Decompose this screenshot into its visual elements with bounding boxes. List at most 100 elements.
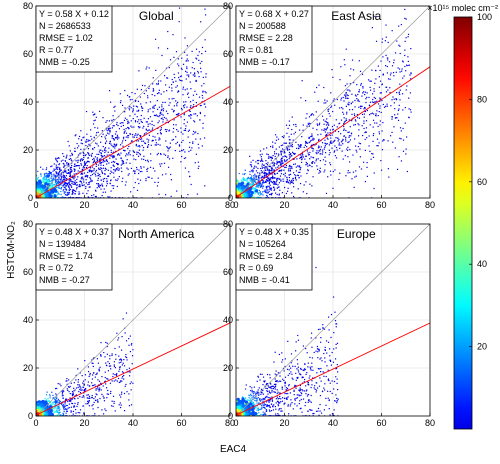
data-point [290, 181, 292, 183]
data-point [132, 109, 134, 111]
data-point [56, 160, 58, 162]
data-point [91, 194, 93, 197]
data-point [91, 173, 94, 176]
data-point [297, 174, 299, 176]
data-point [274, 142, 276, 144]
data-point [137, 100, 140, 102]
data-point [288, 136, 290, 138]
data-point [399, 71, 401, 73]
data-point [379, 105, 381, 107]
data-point [132, 117, 134, 120]
data-point [262, 180, 264, 182]
data-point [147, 145, 149, 147]
data-point [292, 182, 294, 185]
data-point [371, 101, 374, 103]
data-point [141, 110, 143, 112]
data-point [402, 61, 404, 63]
data-point [170, 173, 172, 176]
data-point [108, 154, 110, 156]
data-point [74, 168, 76, 170]
data-point [308, 137, 311, 139]
data-point [288, 158, 290, 160]
data-point [284, 160, 286, 162]
data-point [96, 187, 98, 189]
data-point [86, 133, 88, 135]
data-point [113, 144, 116, 146]
data-point [43, 177, 46, 179]
data-point [125, 181, 127, 183]
data-point [72, 183, 74, 185]
data-point [128, 127, 130, 130]
data-point [272, 180, 275, 182]
data-point [127, 127, 130, 129]
data-point [167, 155, 169, 157]
data-point [246, 179, 248, 181]
data-point [54, 174, 56, 177]
data-point [288, 166, 290, 168]
data-point [354, 145, 357, 147]
data-point [122, 145, 124, 147]
data-point [257, 176, 260, 178]
data-point [162, 121, 164, 123]
data-point [360, 107, 362, 109]
x-tick-label: 20 [79, 200, 89, 210]
data-point [75, 165, 77, 167]
data-point [392, 141, 394, 143]
data-point [161, 163, 163, 165]
data-point [201, 145, 203, 147]
data-point [124, 184, 127, 186]
data-point [86, 161, 88, 163]
data-point [263, 190, 265, 192]
data-point [396, 98, 398, 100]
data-point [193, 72, 196, 74]
data-point [108, 125, 110, 128]
data-point [95, 171, 97, 173]
data-point [67, 140, 69, 143]
data-point [187, 92, 189, 94]
data-point [358, 106, 360, 108]
data-point [343, 135, 345, 137]
data-point [387, 140, 389, 142]
data-point [186, 88, 188, 90]
data-point [55, 173, 58, 175]
data-point [299, 129, 301, 131]
data-point [119, 122, 121, 124]
data-point [139, 179, 142, 181]
data-point [37, 176, 39, 179]
data-point [50, 185, 52, 187]
data-point [323, 171, 325, 173]
data-point [74, 150, 76, 153]
data-point [257, 184, 259, 186]
density-core-point [40, 184, 44, 188]
data-point [55, 175, 57, 177]
data-point [155, 114, 157, 116]
data-point [114, 170, 116, 172]
data-point [88, 139, 90, 141]
data-point [269, 188, 271, 190]
data-point [74, 183, 76, 185]
data-point [342, 111, 344, 113]
data-point [176, 103, 178, 105]
data-point [335, 119, 337, 121]
data-point [137, 140, 140, 142]
data-point [253, 167, 255, 170]
data-point [78, 145, 80, 147]
data-point [81, 169, 83, 171]
data-point [372, 134, 374, 137]
data-point [273, 162, 275, 164]
data-point [343, 117, 345, 119]
data-point [256, 186, 258, 188]
data-point [274, 173, 276, 176]
data-point [73, 183, 76, 185]
data-point [359, 156, 361, 158]
data-point [197, 143, 199, 145]
data-point [136, 136, 138, 138]
data-point [378, 131, 380, 133]
data-point [187, 130, 190, 132]
data-point [286, 160, 288, 162]
data-point [194, 132, 196, 134]
data-point [250, 196, 253, 198]
data-point [159, 165, 162, 167]
data-point [160, 109, 162, 111]
data-point [267, 185, 269, 187]
